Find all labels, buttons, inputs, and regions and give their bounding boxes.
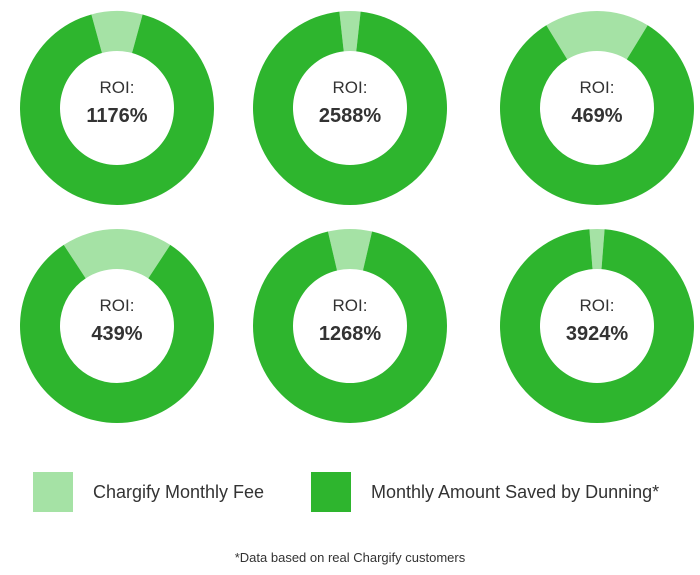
footnote: *Data based on real Chargify customers bbox=[234, 550, 466, 565]
roi-label: ROI: bbox=[333, 296, 368, 315]
roi-label: ROI: bbox=[580, 296, 615, 315]
slice-fee bbox=[91, 10, 143, 54]
slice-saved bbox=[500, 25, 695, 205]
roi-value: 1176% bbox=[86, 105, 147, 127]
slice-fee bbox=[327, 229, 373, 271]
slice-fee bbox=[339, 11, 361, 52]
donut-chart-3: ROI: 469% bbox=[500, 10, 695, 205]
legend: Chargify Monthly Fee Monthly Amount Save… bbox=[0, 470, 700, 520]
slice-saved bbox=[19, 244, 215, 423]
roi-label: ROI: bbox=[100, 78, 135, 97]
roi-value: 439% bbox=[91, 323, 142, 345]
donut-charts-grid: ROI: 1176% ROI: 2588% ROI: 469% ROI: 439% ROI: 12… bbox=[19, 10, 695, 423]
donut-chart-1: ROI: 1176% bbox=[19, 10, 214, 205]
legend-item-saved: Monthly Amount Saved by Dunning* bbox=[311, 470, 659, 514]
donut-chart-2: ROI: 2588% bbox=[253, 11, 447, 206]
slice-saved bbox=[253, 11, 447, 206]
legend-label-saved: Monthly Amount Saved by Dunning* bbox=[371, 481, 660, 502]
legend-item-fee: Chargify Monthly Fee bbox=[33, 470, 264, 514]
legend-swatch-saved bbox=[311, 472, 351, 512]
slice-fee bbox=[63, 229, 171, 279]
roi-value: 1268% bbox=[319, 323, 381, 345]
slice-saved bbox=[19, 14, 214, 205]
donut-chart-5: ROI: 1268% bbox=[253, 229, 447, 423]
roi-value: 469% bbox=[571, 105, 622, 127]
roi-value: 2588% bbox=[319, 105, 381, 127]
legend-label-fee: Chargify Monthly Fee bbox=[93, 481, 265, 502]
slice-fee bbox=[546, 10, 648, 60]
donut-chart-6: ROI: 3924% bbox=[499, 229, 694, 423]
slice-saved bbox=[253, 231, 447, 423]
roi-value: 3924% bbox=[566, 323, 628, 345]
roi-label: ROI: bbox=[100, 296, 135, 315]
donut-chart-4: ROI: 439% bbox=[19, 229, 215, 423]
slice-saved bbox=[499, 229, 694, 423]
roi-label: ROI: bbox=[580, 78, 615, 97]
legend-swatch-fee bbox=[33, 472, 73, 512]
roi-label: ROI: bbox=[333, 78, 368, 97]
slice-fee bbox=[589, 229, 605, 270]
